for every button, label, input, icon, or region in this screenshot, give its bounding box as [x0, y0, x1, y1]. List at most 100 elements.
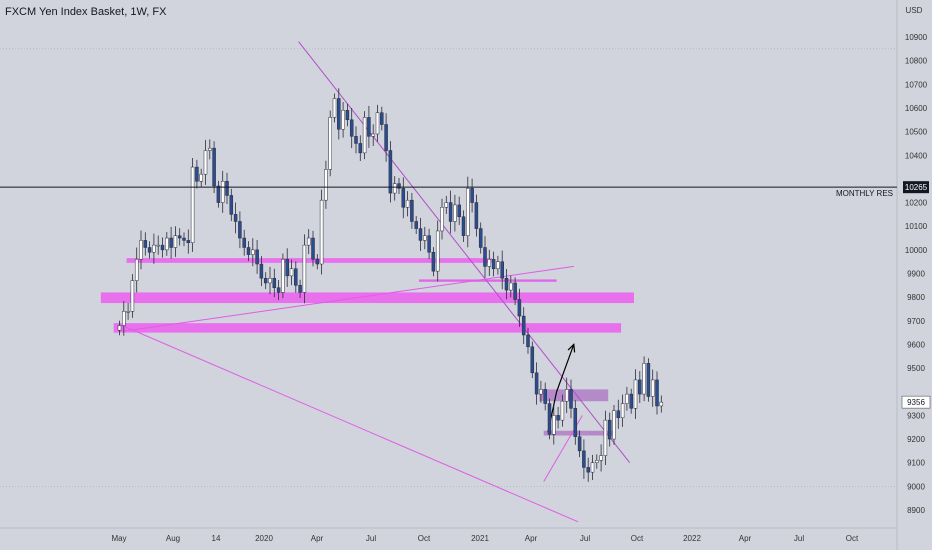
candle-body — [229, 195, 234, 215]
candle-body — [457, 204, 461, 217]
candle-body — [165, 237, 169, 251]
zone-5 — [543, 430, 613, 436]
candle-body — [448, 202, 453, 222]
time-tick: 2020 — [255, 534, 273, 543]
candle-body — [384, 124, 388, 151]
candle-body — [345, 110, 350, 121]
price-tick: 10600 — [905, 104, 928, 113]
candle-body — [298, 285, 302, 293]
time-axis: May Aug 14 2020 Apr Jul Oct 2021 Apr Jul Oct 2022 Ap… — [111, 534, 859, 543]
trendline-0 — [298, 41, 631, 464]
zone-1 — [100, 292, 635, 304]
candle-body — [560, 400, 565, 421]
candle-body — [431, 251, 436, 272]
time-tick: Jul — [794, 534, 804, 543]
candle-body — [534, 372, 539, 395]
candle-body — [483, 247, 487, 267]
candle-body — [650, 379, 655, 397]
candle-body — [362, 117, 367, 154]
candle-body — [380, 112, 384, 125]
price-tick: 10000 — [905, 246, 928, 255]
candle-body — [349, 119, 354, 137]
candle-body — [156, 244, 160, 247]
price-tick: 10500 — [905, 128, 928, 137]
price-tick: 9000 — [907, 482, 925, 491]
candle-body — [169, 237, 173, 248]
candle-body — [117, 325, 122, 331]
price-tick: 9900 — [907, 270, 925, 279]
candle-body — [625, 393, 629, 404]
candle-body — [182, 237, 186, 241]
candle-body — [556, 415, 560, 421]
time-tick: Jul — [580, 534, 590, 543]
time-tick: 2022 — [683, 534, 701, 543]
time-tick: May — [111, 534, 126, 543]
candle-body — [543, 389, 547, 404]
arrow-head — [567, 343, 576, 353]
candle-body — [496, 261, 500, 270]
candle-body — [332, 98, 337, 118]
candle-body — [466, 188, 470, 236]
candle-body — [474, 202, 479, 229]
time-tick: Apr — [311, 534, 324, 543]
candle-body — [139, 240, 143, 260]
candle-body — [633, 379, 638, 409]
candle-body — [397, 183, 401, 189]
candle-body — [337, 98, 341, 130]
candle-body — [285, 259, 289, 277]
candle-body — [302, 244, 307, 293]
time-tick: Apr — [525, 534, 538, 543]
time-tick: 2021 — [471, 534, 489, 543]
candle-body — [500, 261, 504, 279]
candle-body — [371, 133, 375, 137]
candle-body — [638, 379, 642, 395]
time-tick: 14 — [212, 534, 221, 543]
candle-body — [341, 110, 345, 130]
candle-body — [255, 249, 259, 265]
time-tick: Oct — [846, 534, 859, 543]
candle-body — [517, 299, 522, 317]
candle-body — [603, 419, 608, 456]
candle-body — [590, 462, 595, 473]
candle-body — [504, 277, 509, 291]
price-tick: 9200 — [907, 435, 925, 444]
candle-body — [607, 419, 612, 440]
candle-body — [319, 199, 324, 265]
candle-body — [315, 259, 320, 265]
candle-body — [177, 235, 182, 239]
candle-body — [160, 244, 165, 251]
candle-body — [276, 287, 281, 293]
price-tick: 8900 — [907, 506, 925, 515]
candle-body — [577, 436, 582, 452]
candle-body — [599, 455, 603, 461]
currency-label: USD — [906, 6, 923, 15]
price-tick: 10200 — [905, 199, 928, 208]
candle-body — [251, 249, 255, 255]
zone-2 — [113, 323, 622, 333]
candle-body — [620, 403, 625, 419]
candle-body — [173, 235, 178, 248]
candle-body — [509, 282, 513, 291]
candle-body — [530, 346, 535, 374]
candle-body — [414, 221, 418, 229]
time-tick: Oct — [418, 534, 431, 543]
candle-body — [595, 460, 599, 463]
candle-body — [281, 259, 285, 293]
candle-body — [478, 228, 483, 248]
candle-body — [152, 244, 156, 253]
candle-body — [392, 183, 397, 194]
zone-0 — [126, 258, 493, 263]
price-tick: 9300 — [907, 411, 925, 420]
candle-body — [238, 221, 242, 239]
candle-body — [324, 169, 328, 201]
candle-body — [440, 207, 444, 232]
candle-body — [212, 147, 216, 187]
candle-body — [388, 150, 393, 194]
candle-body — [358, 143, 363, 154]
candle-body — [564, 389, 569, 402]
candle-body — [311, 237, 315, 260]
candle-body — [203, 150, 208, 175]
candle-body — [629, 393, 633, 409]
